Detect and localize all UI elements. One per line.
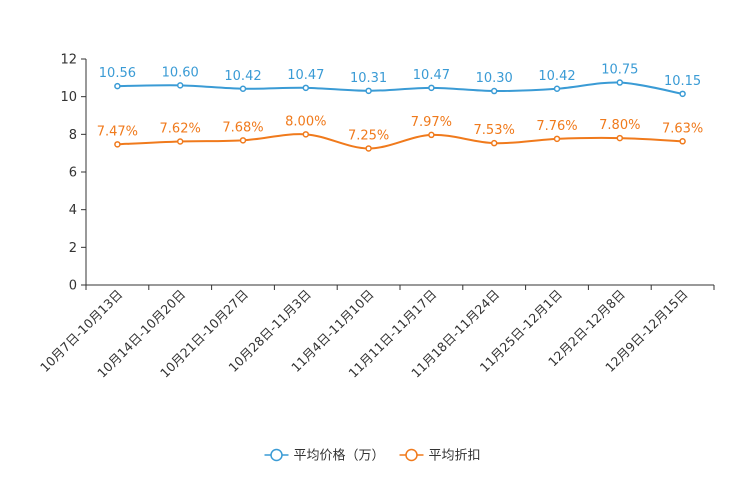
data-point[interactable] <box>114 82 121 90</box>
data-label: 7.62% <box>160 121 201 136</box>
data-label: 7.53% <box>474 123 515 138</box>
data-point[interactable] <box>428 131 435 139</box>
legend-label: 平均折扣 <box>429 449 481 464</box>
legend-marker-icon <box>405 448 418 462</box>
series-0: 10.56 10.60 10.42 10.47 10.31 10.47 10.30 10.42… <box>99 63 701 98</box>
data-label: 7.80% <box>599 118 640 133</box>
data-label: 10.42 <box>538 69 575 84</box>
y-tick-label: 10 <box>60 90 77 105</box>
data-label: 7.76% <box>536 119 577 134</box>
data-point[interactable] <box>365 145 372 152</box>
legend-item-0[interactable]: 平均价格（万） <box>264 448 385 464</box>
data-point[interactable] <box>490 139 498 147</box>
data-point[interactable] <box>239 85 247 93</box>
data-label: 10.42 <box>224 69 261 84</box>
series-line <box>117 81 683 95</box>
legend-marker-icon <box>270 448 283 462</box>
y-tick-label: 2 <box>69 241 77 256</box>
chart-legend[interactable]: 平均价格（万） 平均折扣 <box>264 448 481 464</box>
data-label: 8.00% <box>285 114 326 129</box>
data-label: 7.25% <box>348 128 389 143</box>
data-point[interactable] <box>239 137 247 144</box>
data-label: 10.47 <box>413 68 450 83</box>
data-point[interactable] <box>428 84 435 92</box>
series-1: 7.47% 7.62% 7.68% 8.00% 7.25% 7.97% 7.53% 7.76%… <box>97 114 703 152</box>
y-tick-label: 12 <box>60 53 77 68</box>
y-tick-label: 4 <box>69 203 77 218</box>
y-tick-label: 6 <box>69 166 77 181</box>
data-label: 10.15 <box>664 74 701 89</box>
data-point[interactable] <box>553 85 561 93</box>
data-label: 10.75 <box>601 63 638 78</box>
y-tick-label: 0 <box>69 279 77 294</box>
data-point[interactable] <box>553 135 561 143</box>
data-label: 7.97% <box>411 115 452 130</box>
series-line <box>117 133 683 150</box>
data-label: 7.47% <box>97 124 138 139</box>
chart-series: 10.56 10.60 10.42 10.47 10.31 10.47 10.30 10.42… <box>97 63 703 152</box>
data-point[interactable] <box>302 84 310 92</box>
data-point[interactable] <box>176 138 184 145</box>
data-point[interactable] <box>114 141 121 148</box>
data-point[interactable] <box>679 90 686 98</box>
data-label: 7.68% <box>222 120 263 135</box>
chart-axes: 02468101210月7日-10月13日10月14日-10月20日10月21日… <box>37 53 715 381</box>
data-label: 7.63% <box>662 121 703 136</box>
data-label: 10.47 <box>287 68 324 83</box>
data-point[interactable] <box>616 134 624 142</box>
data-point[interactable] <box>679 138 686 145</box>
data-label: 10.56 <box>99 66 136 81</box>
data-point[interactable] <box>302 131 310 138</box>
data-point[interactable] <box>616 79 624 86</box>
data-point[interactable] <box>365 87 372 95</box>
data-label: 10.31 <box>350 71 387 86</box>
data-label: 10.60 <box>162 65 199 80</box>
data-point[interactable] <box>490 87 498 95</box>
legend-item-1[interactable]: 平均折扣 <box>399 448 481 464</box>
data-point[interactable] <box>176 82 184 89</box>
y-tick-label: 8 <box>69 128 77 143</box>
data-label: 10.30 <box>476 71 513 86</box>
legend-label: 平均价格（万） <box>294 448 385 464</box>
